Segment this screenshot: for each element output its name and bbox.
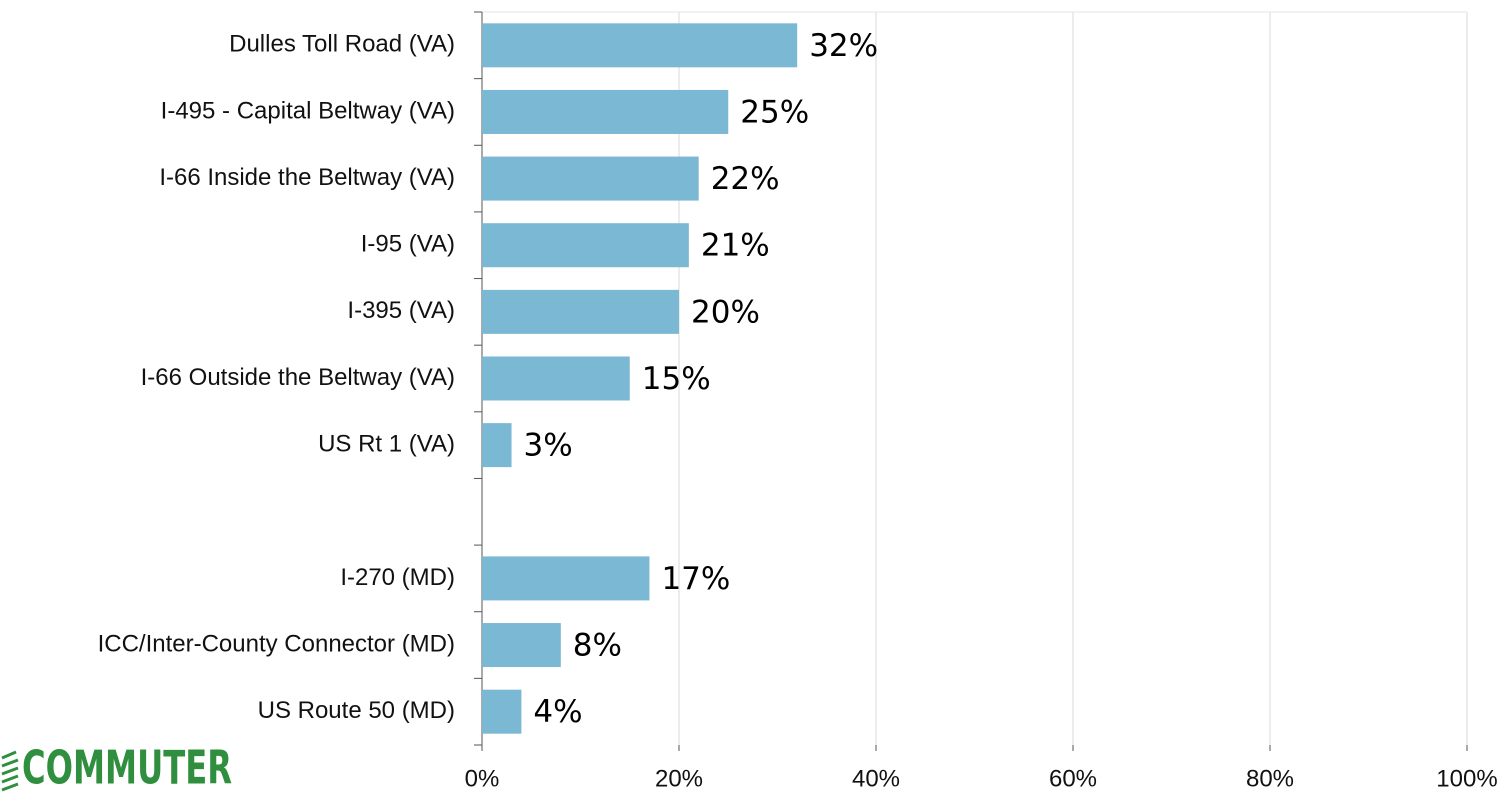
value-label: 3% [524, 428, 573, 464]
y-tick-label: ICC/Inter-County Connector (MD) [98, 630, 455, 657]
x-tick-label: 60% [1049, 765, 1097, 792]
x-tick-label: 20% [655, 765, 703, 792]
x-tick-label: 40% [852, 765, 900, 792]
value-label: 25% [740, 94, 809, 130]
y-tick-label: Dulles Toll Road (VA) [229, 31, 455, 58]
y-tick-label: I-66 Inside the Beltway (VA) [159, 164, 455, 191]
value-label: 21% [701, 228, 770, 264]
x-tick-label: 80% [1246, 765, 1294, 792]
logo-icon [1, 750, 19, 792]
y-tick-label: I-66 Outside the Beltway (VA) [141, 364, 455, 391]
bar [482, 23, 798, 68]
bar [482, 156, 699, 201]
x-tick-label: 0% [465, 765, 500, 792]
bar [482, 623, 561, 668]
y-tick-label: US Route 50 (MD) [258, 697, 455, 724]
value-label: 15% [642, 361, 711, 397]
bar [482, 689, 522, 734]
bar [482, 89, 729, 134]
bar [482, 423, 512, 468]
value-label: 17% [661, 561, 730, 597]
bar [482, 356, 630, 401]
x-tick-label: 100% [1436, 765, 1497, 792]
bar [482, 289, 679, 334]
y-tick-label: I-395 (VA) [347, 297, 455, 324]
value-label: 32% [809, 28, 878, 64]
bar [482, 223, 689, 268]
value-label: 8% [573, 628, 622, 664]
value-label: 4% [533, 694, 582, 730]
value-label: 20% [691, 294, 760, 330]
y-tick-label: I-95 (VA) [361, 231, 455, 258]
logo-text: COMMUTER [22, 741, 232, 795]
y-tick-label: US Rt 1 (VA) [318, 430, 455, 457]
y-tick-label: I-495 - Capital Beltway (VA) [161, 97, 455, 124]
y-tick-label: I-270 (MD) [340, 564, 455, 591]
bar [482, 556, 650, 601]
value-label: 22% [711, 161, 780, 197]
